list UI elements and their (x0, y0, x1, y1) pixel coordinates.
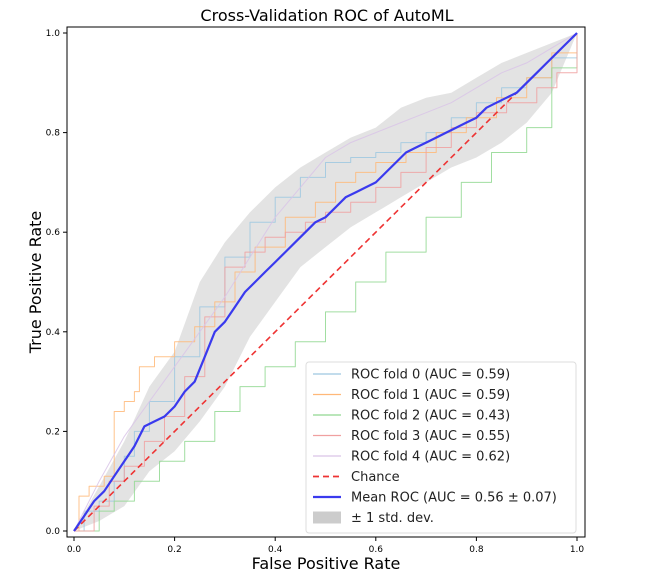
legend-item: ROC fold 1 (AUC = 0.59) (313, 388, 510, 403)
x-tick-label: 0.8 (469, 545, 484, 555)
y-tick-label: 1.0 (46, 29, 61, 39)
x-tick-label: 1.0 (570, 545, 585, 555)
legend-item: ROC fold 3 (AUC = 0.55) (313, 429, 510, 444)
x-tick-label: 0.2 (167, 545, 181, 555)
legend-item: Chance (313, 470, 400, 485)
legend-item: ROC fold 2 (AUC = 0.43) (313, 409, 510, 424)
series-line-4 (73, 32, 578, 532)
legend-label: Mean ROC (AUC = 0.56 ± 0.07) (351, 491, 557, 506)
y-tick-label: 0.2 (46, 427, 60, 437)
axis-layer: 0.0 0.2 0.4 0.6 0.8 1.0 0.0 0.2 0.4 0.6 0.8 1.0 (46, 29, 585, 555)
plot-frame (66, 26, 586, 538)
series-line-6 (73, 32, 578, 532)
legend-item: ROC fold 4 (AUC = 0.62) (313, 450, 510, 465)
legend-swatch (313, 511, 341, 524)
legend-label: ROC fold 4 (AUC = 0.62) (351, 450, 510, 465)
legend-label: Chance (351, 470, 400, 485)
series-line-2 (74, 33, 578, 532)
y-axis-label: True Positive Rate (26, 211, 45, 355)
x-tick-label: 0.4 (268, 545, 283, 555)
legend-label: ROC fold 2 (AUC = 0.43) (351, 409, 510, 424)
legend-label: ROC fold 1 (AUC = 0.59) (351, 388, 510, 403)
legend-item: Mean ROC (AUC = 0.56 ± 0.07) (313, 491, 557, 506)
y-tick-label: 0.0 (46, 527, 61, 537)
x-tick-label: 0.0 (67, 545, 82, 555)
legend: ROC fold 0 (AUC = 0.59) ROC fold 1 (AUC =… (305, 361, 577, 534)
x-tick-label: 0.6 (369, 545, 384, 555)
legend-label: ± 1 std. dev. (351, 511, 434, 526)
legend-label: ROC fold 3 (AUC = 0.55) (351, 429, 510, 444)
chart-title: Cross-Validation ROC of AutoML (200, 6, 453, 25)
legend-box (305, 361, 577, 534)
legend-item: ROC fold 0 (AUC = 0.59) (313, 368, 510, 383)
legend-item: ± 1 std. dev. (313, 511, 434, 526)
y-tick-label: 0.8 (46, 129, 61, 139)
y-tick-label: 0.4 (46, 328, 61, 338)
y-tick-label: 0.6 (46, 228, 61, 238)
series-line-0 (74, 33, 578, 532)
legend-label: ROC fold 0 (AUC = 0.59) (351, 368, 510, 383)
series-layer (73, 32, 578, 532)
x-axis-label: False Positive Rate (252, 554, 401, 573)
series-line-5 (73, 32, 578, 532)
